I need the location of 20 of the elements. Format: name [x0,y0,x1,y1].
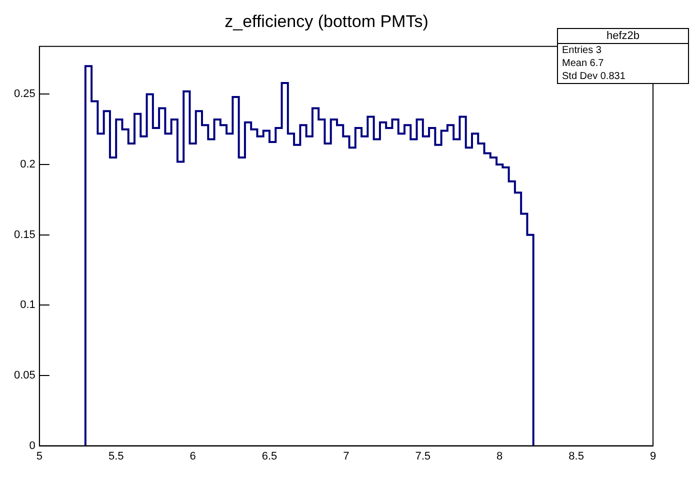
x-tick-label: 7 [343,450,350,462]
y-tick-label: 0.1 [20,299,36,312]
annotation: Mean 6.7 [561,57,605,70]
x-tick-label: 5.5 [108,450,124,462]
annotation: Std Dev 0.831 [561,70,626,83]
y-tick-label: 0.15 [14,228,36,241]
y-tick-label: 0.25 [14,88,36,100]
y-tick-label: 0 [29,440,36,452]
x-tick-label: 5 [36,450,42,462]
x-tick-label: 8 [496,450,503,462]
annotation: Entries 3 [561,44,602,57]
x-tick-label: 9 [650,450,656,462]
x-tick-label: 8.5 [568,450,584,462]
y-tick-label: 0.2 [20,158,36,171]
y-tick-label: 0.05 [14,370,36,382]
x-tick-label: 6 [190,450,196,462]
x-tick-label: 6.5 [262,450,278,462]
chart-title: z_efficiency (bottom PMTs) [224,12,428,31]
stats-box: hefz2b Entries 3 Mean 6.7 Std Dev 0.831 [557,28,689,84]
x-tick-label: 7.5 [415,450,431,462]
